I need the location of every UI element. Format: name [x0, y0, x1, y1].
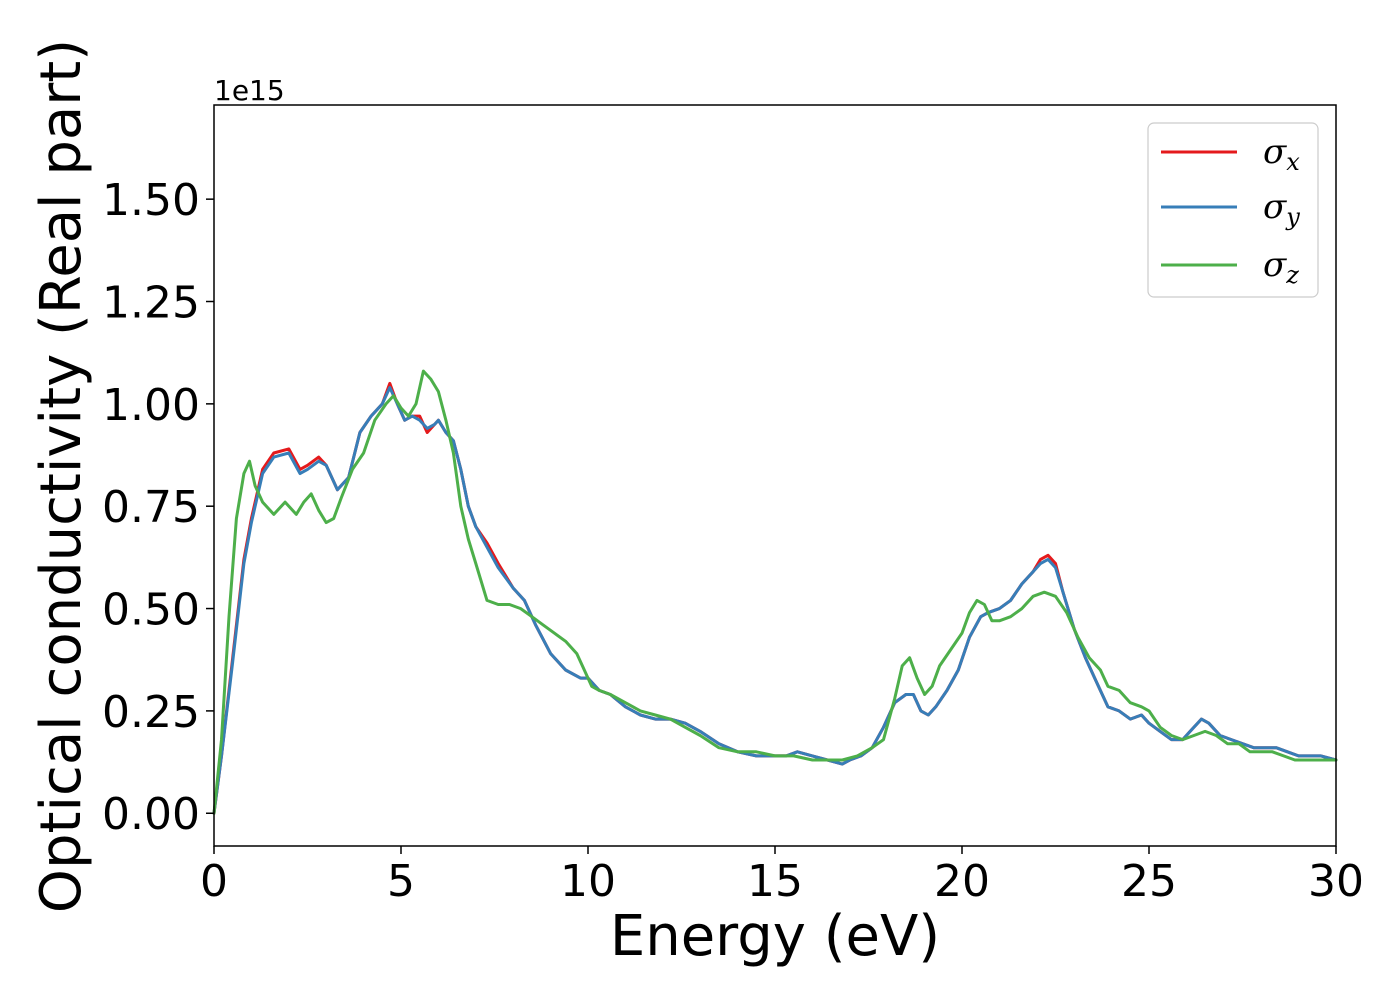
legend-label-z: σz — [1263, 245, 1299, 289]
series-line-z — [212, 369, 1338, 815]
series-line-y — [212, 386, 1338, 815]
y-tick-label: 0.00 — [102, 789, 200, 840]
x-axis-label: Energy (eV) — [610, 904, 940, 969]
x-tick-label: 25 — [1121, 856, 1177, 907]
y-tick-label: 0.25 — [102, 687, 200, 738]
y-axis-label: Optical conductivity (Real part) — [29, 39, 94, 913]
y-tick-label: 0.50 — [102, 585, 200, 636]
series-lines — [212, 369, 1338, 815]
x-tick-label: 20 — [934, 856, 990, 907]
x-tick-label: 0 — [200, 856, 228, 907]
y-tick-label: 1.00 — [102, 380, 200, 431]
y-tick-label: 0.75 — [102, 482, 200, 533]
x-tick-label: 10 — [560, 856, 616, 907]
y-offset-label: 1e15 — [214, 74, 285, 107]
legend-label-y: σy — [1263, 187, 1300, 231]
y-tick-label: 1.25 — [102, 278, 200, 329]
legend-label-x: σx — [1263, 132, 1300, 176]
series-line-x — [212, 381, 1338, 815]
legend: σx σy σz — [1147, 122, 1319, 298]
x-axis-ticks: 0 5 10 15 20 25 30 — [200, 846, 1364, 907]
y-tick-label: 1.50 — [102, 175, 200, 226]
y-axis-ticks: 0.00 0.25 0.50 0.75 1.00 1.25 1.50 — [102, 175, 214, 840]
x-tick-label: 15 — [747, 856, 803, 907]
x-tick-label: 30 — [1308, 856, 1364, 907]
legend-box — [1147, 122, 1319, 298]
x-tick-label: 5 — [387, 856, 415, 907]
